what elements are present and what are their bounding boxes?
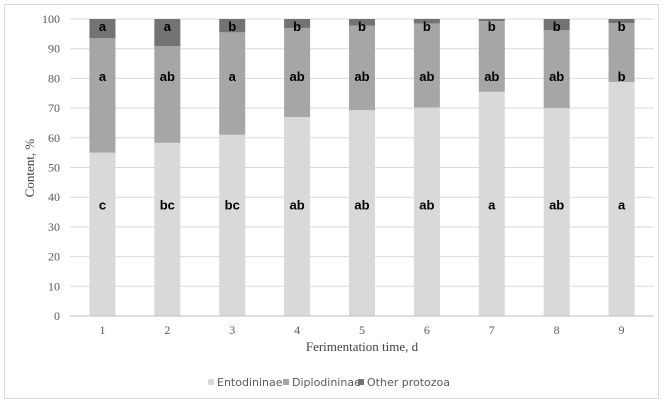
x-tick-label: 2 bbox=[164, 323, 170, 337]
segment-label: ab bbox=[549, 198, 564, 213]
bar-segment-2 bbox=[608, 23, 635, 82]
x-tick-label: 6 bbox=[424, 323, 430, 337]
bar-segment-1 bbox=[284, 117, 311, 316]
segment-label: bc bbox=[160, 198, 175, 213]
segment-label: b bbox=[553, 19, 561, 34]
segment-label: c bbox=[99, 198, 106, 213]
segment-label: a bbox=[164, 19, 172, 34]
y-tick-label: 20 bbox=[48, 250, 60, 264]
bar-segment-3 bbox=[543, 19, 570, 31]
x-axis-ticks: 1 2 3 4 5 6 7 8 9 bbox=[99, 323, 624, 337]
bar-segment-1 bbox=[219, 134, 246, 316]
segment-label: bc bbox=[225, 198, 240, 213]
x-tick-label: 3 bbox=[229, 323, 235, 337]
y-tick-label: 50 bbox=[48, 161, 60, 175]
y-tick-label: 10 bbox=[48, 279, 60, 293]
bar-segment-2 bbox=[154, 46, 181, 143]
legend-swatch bbox=[283, 379, 289, 385]
bar-segment-2 bbox=[413, 23, 440, 108]
segment-label: a bbox=[99, 19, 107, 34]
bar-segment-2 bbox=[349, 25, 375, 111]
legend-label: Entodininae bbox=[217, 376, 283, 389]
x-tick-label: 8 bbox=[554, 323, 560, 337]
bar-segment-1 bbox=[608, 81, 635, 317]
x-tick-label: 9 bbox=[619, 323, 625, 337]
x-tick-label: 1 bbox=[99, 323, 105, 337]
bar-segment-3 bbox=[349, 19, 375, 26]
segment-label: a bbox=[488, 198, 496, 213]
segment-label: b bbox=[423, 19, 431, 34]
bar-segment-2 bbox=[219, 32, 246, 135]
segment-label: b bbox=[488, 19, 496, 34]
x-axis-title: Ferimentation time, d bbox=[306, 339, 419, 354]
segment-label: b bbox=[293, 19, 301, 34]
bar-segment-3 bbox=[478, 19, 505, 22]
bar-segment-1 bbox=[543, 108, 570, 316]
x-tick-label: 4 bbox=[294, 323, 300, 337]
bars bbox=[89, 19, 635, 317]
bar-segment-1 bbox=[413, 107, 440, 316]
bar-segment-3 bbox=[89, 19, 116, 39]
y-axis-title: Content, % bbox=[22, 139, 37, 198]
bar-segment-2 bbox=[543, 30, 570, 109]
y-tick-label: 90 bbox=[48, 42, 60, 56]
legend: Entodininae Diplodininae Other protozoa bbox=[208, 376, 450, 389]
y-tick-label: 60 bbox=[48, 131, 60, 145]
segment-label: a bbox=[618, 198, 626, 213]
segment-label: ab bbox=[354, 69, 369, 84]
bar-segment-3 bbox=[219, 19, 246, 33]
bar-segment-1 bbox=[89, 152, 116, 316]
legend-label: Diplodininae bbox=[292, 376, 361, 389]
y-tick-label: 30 bbox=[48, 220, 60, 234]
bar-segment-2 bbox=[478, 21, 505, 92]
segment-label: ab bbox=[549, 69, 564, 84]
y-tick-label: 70 bbox=[48, 101, 60, 115]
segment-label: ab bbox=[419, 69, 434, 84]
legend-swatch bbox=[358, 379, 364, 385]
y-tick-label: 80 bbox=[48, 71, 60, 85]
segment-label: ab bbox=[484, 69, 499, 84]
legend-label: Other protozoa bbox=[367, 376, 450, 389]
bar-segment-3 bbox=[608, 19, 635, 24]
y-axis-ticks: 0 10 20 30 40 50 60 70 80 90 100 bbox=[42, 12, 60, 323]
segment-label: a bbox=[229, 69, 237, 84]
bar-segment-2 bbox=[284, 27, 311, 118]
segment-label: b bbox=[228, 19, 236, 34]
segment-label: a bbox=[99, 69, 107, 84]
y-tick-label: 0 bbox=[54, 309, 60, 323]
segment-label: ab bbox=[160, 69, 175, 84]
bar-segment-3 bbox=[413, 19, 440, 24]
bar-segment-2 bbox=[89, 38, 116, 153]
y-tick-label: 40 bbox=[48, 190, 60, 204]
x-tick-label: 7 bbox=[489, 323, 495, 337]
segment-label: ab bbox=[354, 198, 369, 213]
segment-label: ab bbox=[290, 198, 305, 213]
bar-segment-3 bbox=[154, 19, 181, 47]
segment-label: b bbox=[618, 19, 626, 34]
bar-segment-3 bbox=[284, 19, 311, 28]
bar-segment-1 bbox=[154, 142, 181, 316]
segment-label: ab bbox=[290, 69, 305, 84]
segment-label: b bbox=[358, 19, 366, 34]
segment-label: ab bbox=[419, 198, 434, 213]
bar-segment-1 bbox=[478, 91, 505, 316]
segment-label: b bbox=[618, 69, 626, 84]
y-tick-label: 100 bbox=[42, 12, 60, 26]
legend-swatch bbox=[208, 379, 214, 385]
x-tick-label: 5 bbox=[359, 323, 365, 337]
bar-segment-1 bbox=[349, 110, 375, 316]
